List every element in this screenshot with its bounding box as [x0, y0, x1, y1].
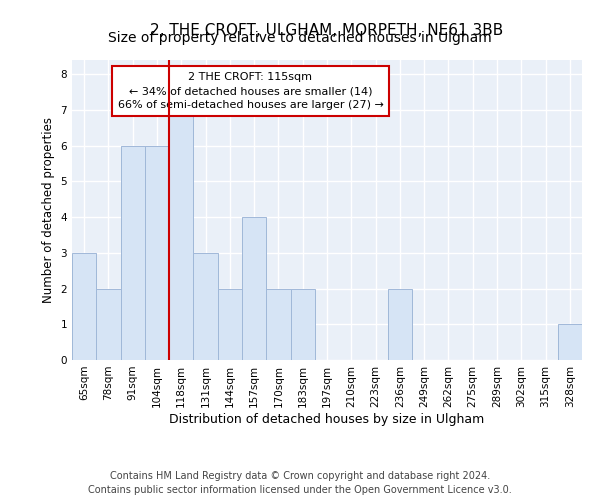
Text: Size of property relative to detached houses in Ulgham: Size of property relative to detached ho…	[108, 31, 492, 45]
Text: Contains HM Land Registry data © Crown copyright and database right 2024.
Contai: Contains HM Land Registry data © Crown c…	[88, 471, 512, 495]
Y-axis label: Number of detached properties: Number of detached properties	[42, 117, 55, 303]
Bar	[558, 324, 582, 360]
Bar	[266, 288, 290, 360]
Bar	[145, 146, 169, 360]
Bar	[388, 288, 412, 360]
Bar	[96, 288, 121, 360]
Bar	[242, 217, 266, 360]
Bar	[121, 146, 145, 360]
Bar	[169, 110, 193, 360]
Bar	[193, 253, 218, 360]
Bar	[218, 288, 242, 360]
X-axis label: Distribution of detached houses by size in Ulgham: Distribution of detached houses by size …	[169, 412, 485, 426]
Title: 2, THE CROFT, ULGHAM, MORPETH, NE61 3BB: 2, THE CROFT, ULGHAM, MORPETH, NE61 3BB	[151, 23, 503, 38]
Bar	[290, 288, 315, 360]
Bar	[72, 253, 96, 360]
Text: 2 THE CROFT: 115sqm
← 34% of detached houses are smaller (14)
66% of semi-detach: 2 THE CROFT: 115sqm ← 34% of detached ho…	[118, 72, 383, 110]
